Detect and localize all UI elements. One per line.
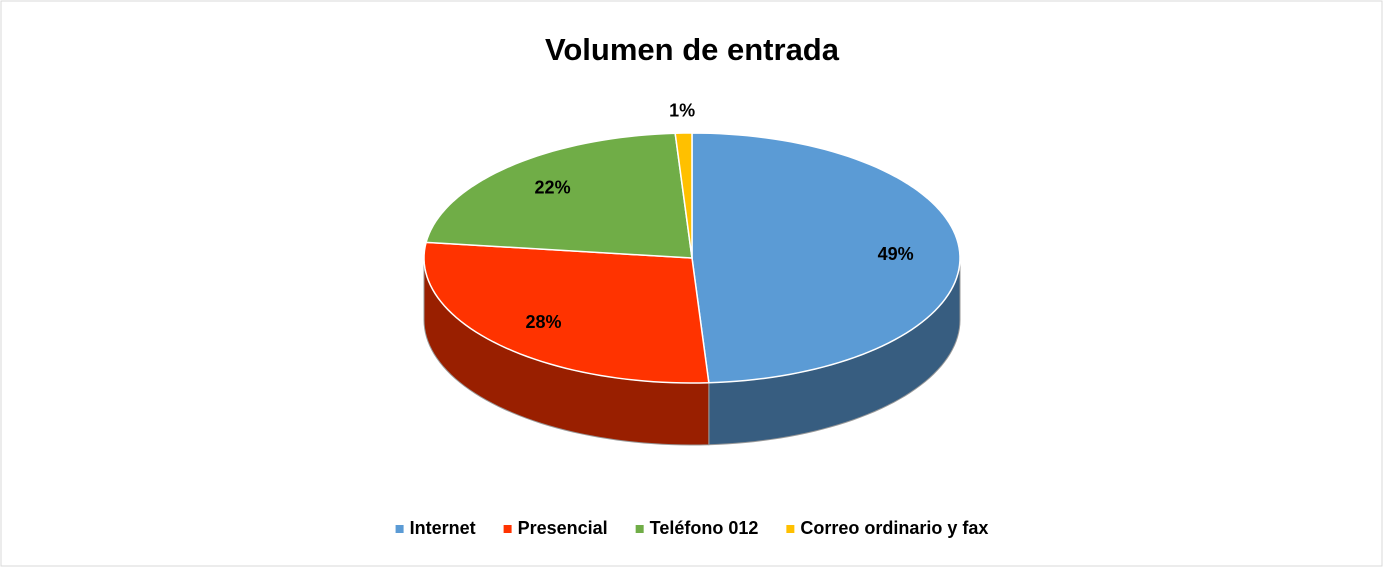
legend-label: Teléfono 012 <box>650 518 759 538</box>
legend-label: Internet <box>410 518 476 538</box>
data-label: 22% <box>535 177 571 197</box>
slice <box>691 132 961 384</box>
legend-label: Correo ordinario y fax <box>800 518 988 538</box>
data-label: 49% <box>878 244 914 264</box>
legend-swatch <box>395 525 404 533</box>
legend-label: Presencial <box>518 518 608 538</box>
data-label: 1% <box>669 101 695 121</box>
slice <box>425 132 693 259</box>
chart-title: Volumen de entrada <box>545 32 840 67</box>
slice <box>423 241 710 384</box>
slice <box>674 132 693 259</box>
legend-swatch <box>635 525 644 533</box>
legend: Internet Presencial Teléfono 012 Correo ord… <box>395 518 988 538</box>
data-label: 28% <box>526 312 562 332</box>
legend-swatch <box>503 525 512 533</box>
legend-swatch <box>786 525 795 533</box>
